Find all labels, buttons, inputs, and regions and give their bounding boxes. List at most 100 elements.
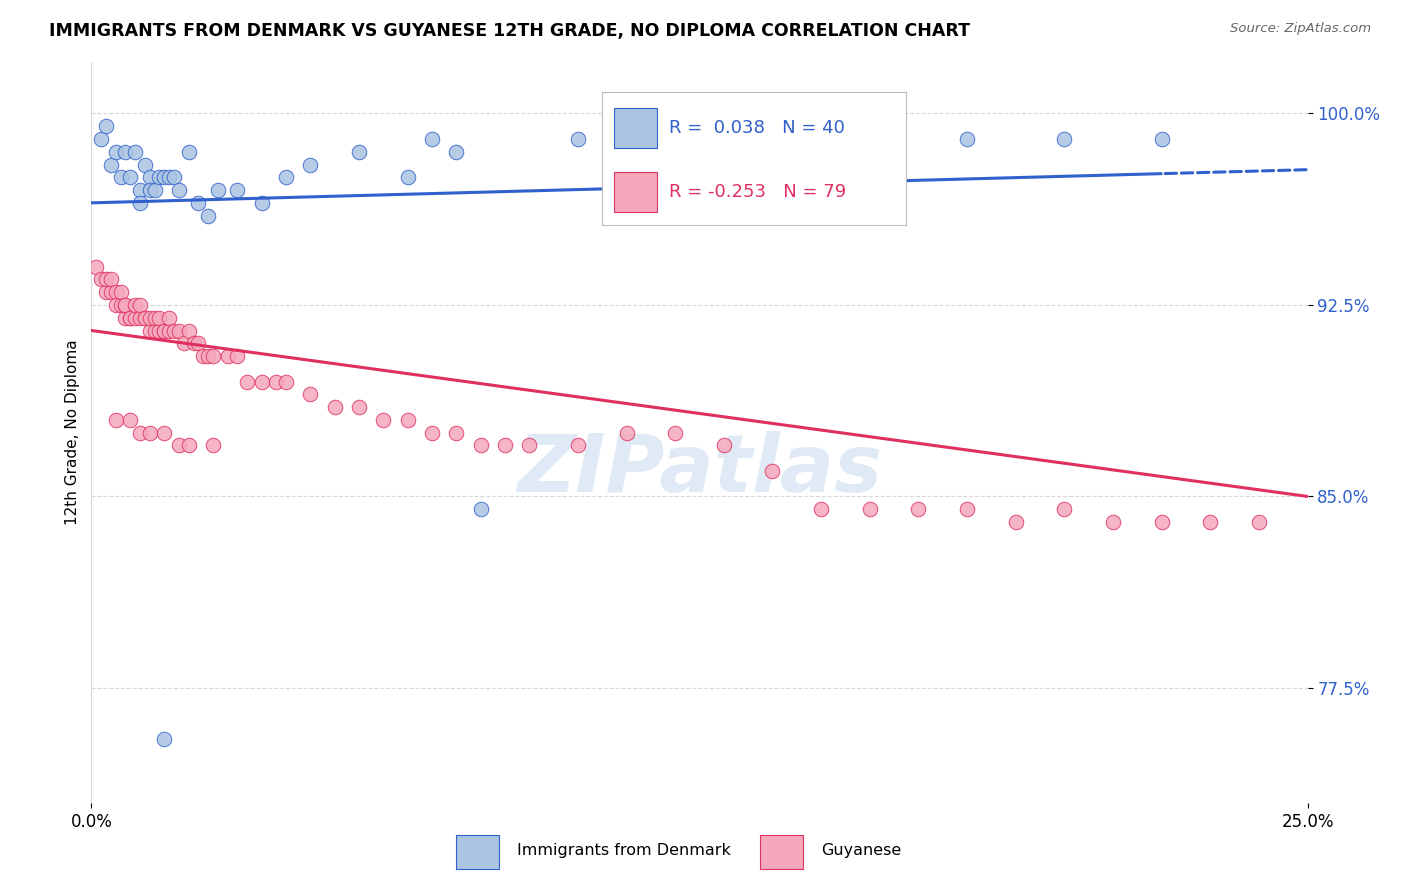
Point: [153, 170, 176, 185]
Point: [94, 285, 117, 300]
Point: [1247, 515, 1270, 529]
Point: [94, 272, 117, 286]
Point: [148, 324, 170, 338]
Point: [616, 425, 638, 440]
Point: [1150, 132, 1173, 146]
Point: [1150, 515, 1173, 529]
Point: [187, 336, 209, 351]
Point: [94, 120, 117, 134]
Point: [134, 157, 156, 171]
Point: [664, 132, 686, 146]
Point: [84, 260, 107, 274]
Point: [810, 502, 832, 516]
Point: [167, 324, 190, 338]
Point: [470, 438, 492, 452]
Point: [163, 170, 186, 185]
Point: [217, 349, 239, 363]
Point: [153, 324, 176, 338]
Point: [226, 349, 249, 363]
Point: [323, 400, 346, 414]
Point: [153, 425, 176, 440]
Text: IMMIGRANTS FROM DENMARK VS GUYANESE 12TH GRADE, NO DIPLOMA CORRELATION CHART: IMMIGRANTS FROM DENMARK VS GUYANESE 12TH…: [49, 22, 970, 40]
Point: [124, 310, 146, 325]
Point: [148, 170, 170, 185]
Point: [134, 310, 156, 325]
Point: [177, 145, 200, 159]
Point: [104, 285, 127, 300]
Point: [157, 324, 180, 338]
Point: [193, 349, 215, 363]
Point: [114, 298, 136, 312]
Point: [110, 298, 132, 312]
Point: [299, 387, 322, 401]
Point: [129, 183, 152, 197]
Point: [274, 375, 297, 389]
Point: [139, 170, 162, 185]
Point: [100, 157, 122, 171]
Point: [207, 183, 229, 197]
Point: [420, 425, 443, 440]
Point: [139, 425, 162, 440]
Point: [153, 324, 176, 338]
Point: [183, 336, 205, 351]
Point: [494, 438, 516, 452]
Text: Source: ZipAtlas.com: Source: ZipAtlas.com: [1230, 22, 1371, 36]
Point: [859, 502, 882, 516]
Point: [143, 183, 166, 197]
Point: [120, 310, 142, 325]
Point: [100, 285, 122, 300]
Point: [1053, 502, 1076, 516]
Point: [167, 183, 190, 197]
Point: [104, 413, 127, 427]
Point: [129, 425, 152, 440]
Point: [226, 183, 249, 197]
Point: [470, 502, 492, 516]
Point: [177, 438, 200, 452]
Point: [110, 285, 132, 300]
Point: [347, 145, 370, 159]
Point: [567, 132, 589, 146]
Point: [197, 349, 219, 363]
Point: [859, 132, 882, 146]
Point: [956, 502, 979, 516]
Point: [114, 145, 136, 159]
Point: [153, 731, 176, 746]
Point: [129, 310, 152, 325]
Point: [173, 336, 195, 351]
Point: [90, 132, 112, 146]
Point: [396, 170, 419, 185]
Point: [157, 170, 180, 185]
Point: [1102, 515, 1125, 529]
Point: [148, 310, 170, 325]
Point: [139, 310, 162, 325]
Point: [567, 438, 589, 452]
Point: [129, 298, 152, 312]
Point: [120, 413, 142, 427]
Point: [124, 298, 146, 312]
Point: [761, 132, 783, 146]
Point: [444, 425, 467, 440]
Point: [713, 438, 735, 452]
Point: [202, 349, 225, 363]
Point: [114, 298, 136, 312]
Point: [110, 170, 132, 185]
Point: [517, 438, 540, 452]
Point: [90, 272, 112, 286]
Point: [120, 170, 142, 185]
Point: [1004, 515, 1026, 529]
Point: [104, 145, 127, 159]
Point: [420, 132, 443, 146]
Point: [139, 183, 162, 197]
Point: [120, 310, 142, 325]
Point: [163, 324, 186, 338]
Point: [114, 310, 136, 325]
Point: [347, 400, 370, 414]
Point: [373, 413, 395, 427]
Point: [250, 195, 273, 210]
Point: [444, 145, 467, 159]
Y-axis label: 12th Grade, No Diploma: 12th Grade, No Diploma: [65, 340, 80, 525]
Point: [139, 324, 162, 338]
Point: [274, 170, 297, 185]
Point: [143, 324, 166, 338]
Point: [761, 464, 783, 478]
